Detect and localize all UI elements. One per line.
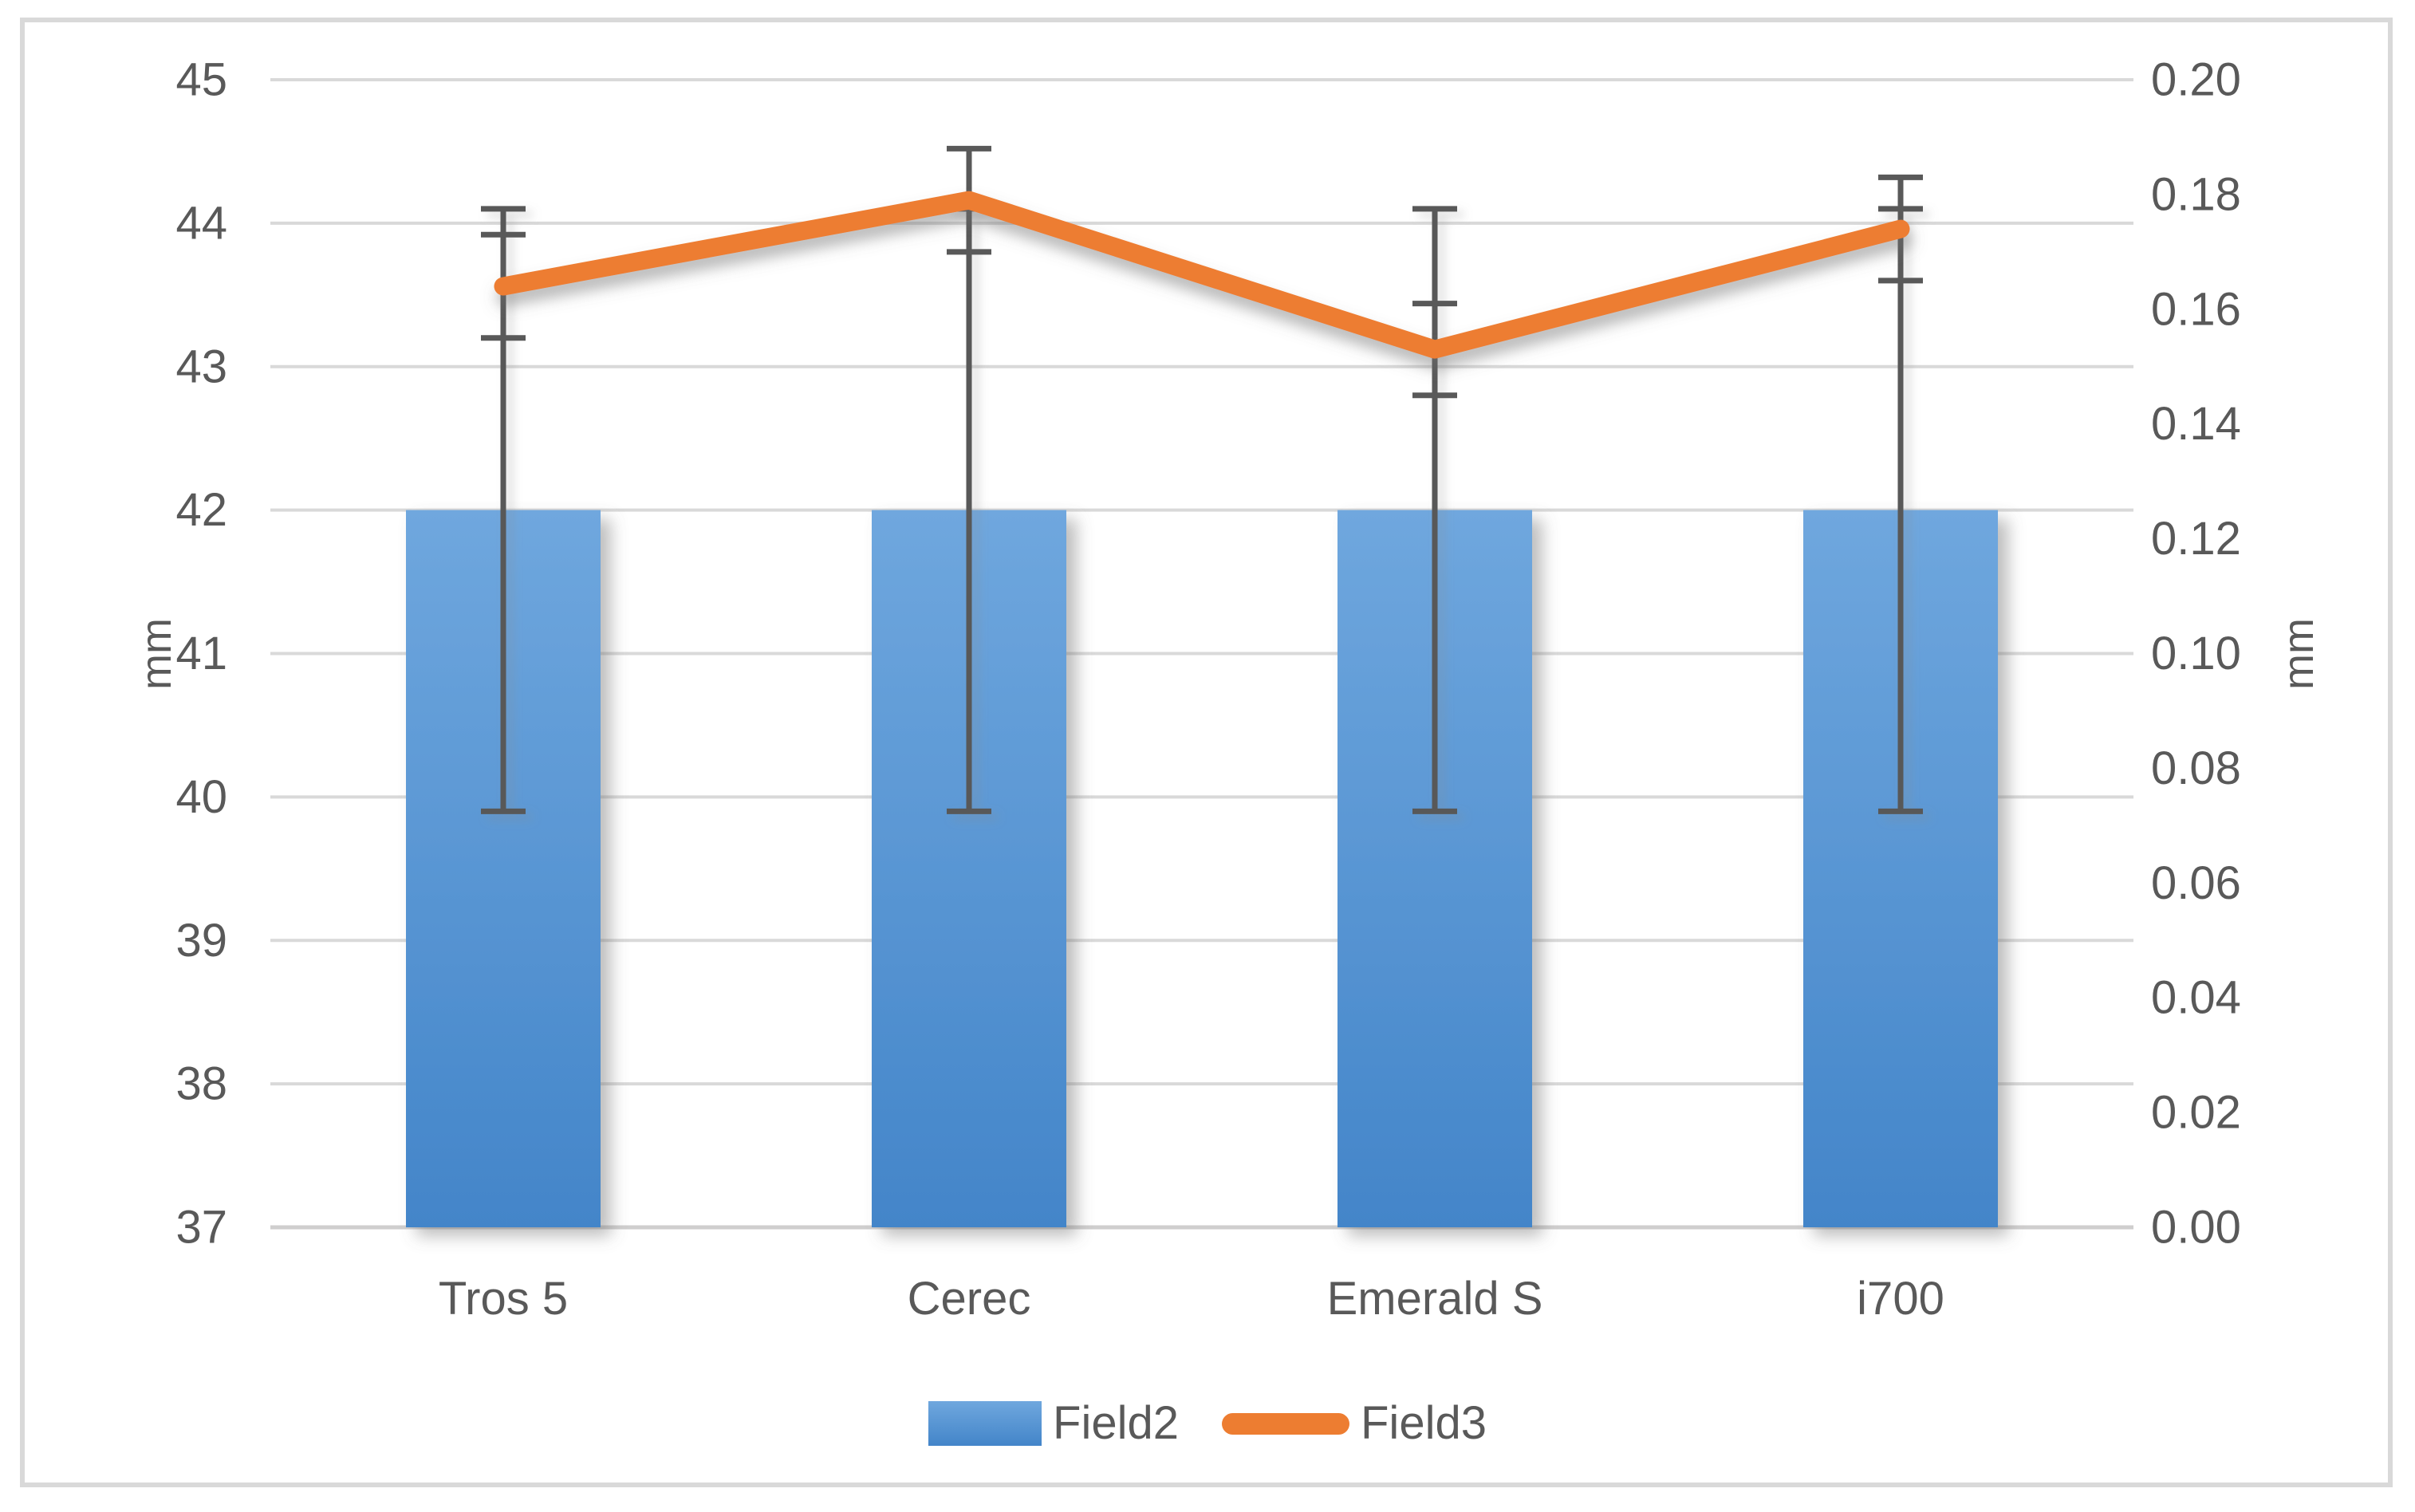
line-series-swatch-icon [1222, 1412, 1349, 1435]
category-label: i700 [1857, 1273, 1944, 1325]
left-axis-tick-label: 43 [175, 341, 227, 392]
legend-label-field3: Field3 [1361, 1397, 1487, 1449]
line-field3 [494, 191, 1910, 359]
right-axis-tick-label: 0.04 [2151, 972, 2241, 1024]
category-label: Tros 5 [439, 1273, 568, 1325]
left-axis-tick-label: 37 [175, 1202, 227, 1254]
right-axis-tick-label: 0.12 [2151, 513, 2241, 565]
right-axis-tick-label: 0.16 [2151, 283, 2241, 335]
legend-item-field3: Field3 [1222, 1400, 1487, 1447]
left-axis-title: mm [132, 618, 180, 690]
legend-item-field2: Field2 [928, 1400, 1179, 1447]
left-axis-tick-label: 44 [175, 197, 227, 249]
left-axis-tick-label: 41 [175, 628, 227, 679]
left-axis-tick-label: 40 [175, 771, 227, 823]
bar-series-swatch-icon [928, 1401, 1042, 1446]
legend-label-field2: Field2 [1053, 1397, 1179, 1449]
right-axis-tick-label: 0.00 [2151, 1202, 2241, 1254]
left-axis-tick-label: 39 [175, 915, 227, 967]
right-axis-tick-label: 0.14 [2151, 398, 2241, 450]
right-axis-title: mm [2275, 618, 2322, 690]
right-axis-tick-label: 0.10 [2151, 628, 2241, 679]
left-axis-tick-label: 45 [175, 54, 227, 106]
right-axis-tick-label: 0.20 [2151, 54, 2241, 106]
legend: Field2 Field3 [0, 1400, 2415, 1447]
left-axis-tick-label: 42 [175, 484, 227, 536]
left-axis-tick-label: 38 [175, 1058, 227, 1110]
right-axis-tick-label: 0.08 [2151, 742, 2241, 794]
category-label: Emerald S [1327, 1273, 1543, 1325]
right-axis-tick-label: 0.06 [2151, 857, 2241, 909]
right-axis-tick-label: 0.18 [2151, 168, 2241, 220]
right-axis-tick-label: 0.02 [2151, 1087, 2241, 1139]
category-label: Cerec [908, 1273, 1031, 1325]
